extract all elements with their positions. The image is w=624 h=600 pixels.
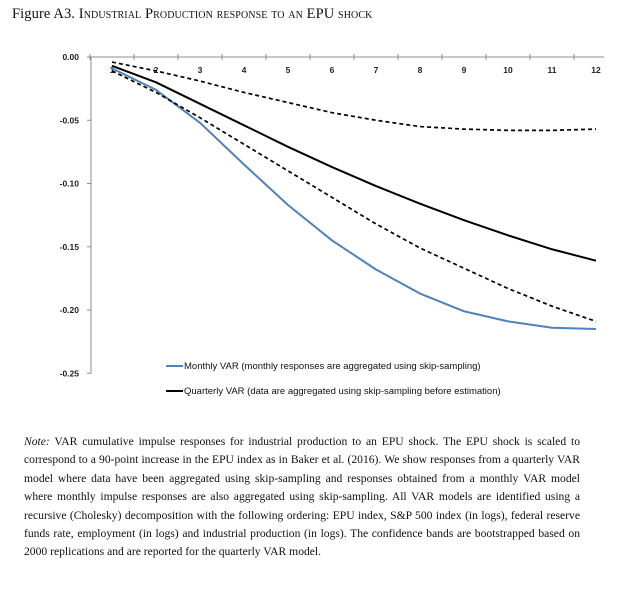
- monthly-var-line: [111, 67, 597, 330]
- y-tick-label: -0.15: [60, 242, 80, 252]
- x-tick-label: 11: [548, 65, 557, 75]
- figure-title: Figure A3. Industrial Production respons…: [12, 6, 372, 23]
- x-tick-label: 7: [374, 65, 379, 75]
- x-tick-label: 12: [591, 65, 601, 75]
- upper-confidence-band-line: [111, 61, 597, 132]
- figure-title-text: Industrial Production response to an EPU…: [78, 6, 373, 22]
- x-tick-label: 3: [198, 65, 203, 75]
- x-tick-label: 6: [330, 65, 335, 75]
- y-tick-label: -0.10: [60, 179, 80, 189]
- x-tick-label: 8: [418, 65, 423, 75]
- figure-label: Figure A3.: [12, 6, 76, 22]
- legend-entry-quarterly-var-label: Quarterly VAR (data are aggregated using…: [184, 386, 501, 397]
- x-tick-label: 5: [286, 65, 291, 75]
- x-tick-label: 2: [154, 65, 159, 75]
- x-tick-label: 10: [503, 65, 513, 75]
- quarterly-var-line: [111, 64, 597, 262]
- legend-entry-monthly-var-label: Monthly VAR (monthly responses are aggre…: [184, 361, 481, 372]
- y-tick-label: 0.00: [62, 52, 79, 62]
- y-tick-label: -0.25: [60, 368, 80, 378]
- x-tick-label: 1: [110, 65, 115, 75]
- impulse-response-chart: 0.00-0.05-0.10-0.15-0.20-0.251 2 3 4 5 6 7 8 9 10…: [60, 52, 604, 397]
- note-label: Note:: [24, 435, 50, 448]
- note-text: VAR cumulative impulse responses for ind…: [24, 435, 580, 559]
- lower-confidence-band-line: [111, 70, 597, 323]
- x-tick-label: 9: [462, 65, 467, 75]
- x-tick-label: 4: [242, 65, 247, 75]
- y-tick-label: -0.05: [60, 115, 80, 125]
- figure-note: Note: VAR cumulative impulse responses f…: [24, 433, 580, 562]
- y-tick-label: -0.20: [60, 305, 80, 315]
